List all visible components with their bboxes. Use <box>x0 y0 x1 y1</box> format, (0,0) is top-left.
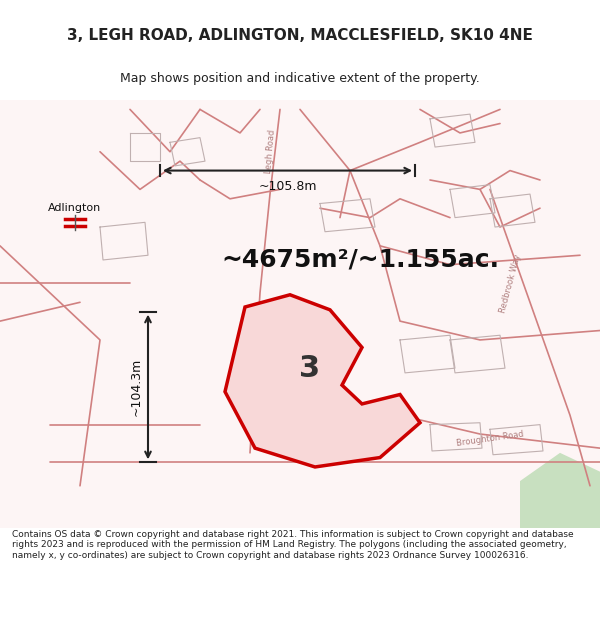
Text: ~4675m²/~1.155ac.: ~4675m²/~1.155ac. <box>221 248 499 272</box>
Text: ~105.8m: ~105.8m <box>258 180 317 193</box>
Polygon shape <box>520 453 600 528</box>
Text: Adlington: Adlington <box>49 203 101 213</box>
Text: ~104.3m: ~104.3m <box>130 358 143 416</box>
Text: 3: 3 <box>299 354 320 382</box>
Text: Broughton Road: Broughton Road <box>456 429 524 448</box>
Polygon shape <box>225 295 420 467</box>
Text: Contains OS data © Crown copyright and database right 2021. This information is : Contains OS data © Crown copyright and d… <box>12 530 574 560</box>
Text: Legh Road: Legh Road <box>263 129 277 174</box>
Text: Redbrook Way: Redbrook Way <box>498 253 522 314</box>
Text: Map shows position and indicative extent of the property.: Map shows position and indicative extent… <box>120 72 480 85</box>
Text: 3, LEGH ROAD, ADLINGTON, MACCLESFIELD, SK10 4NE: 3, LEGH ROAD, ADLINGTON, MACCLESFIELD, S… <box>67 28 533 43</box>
